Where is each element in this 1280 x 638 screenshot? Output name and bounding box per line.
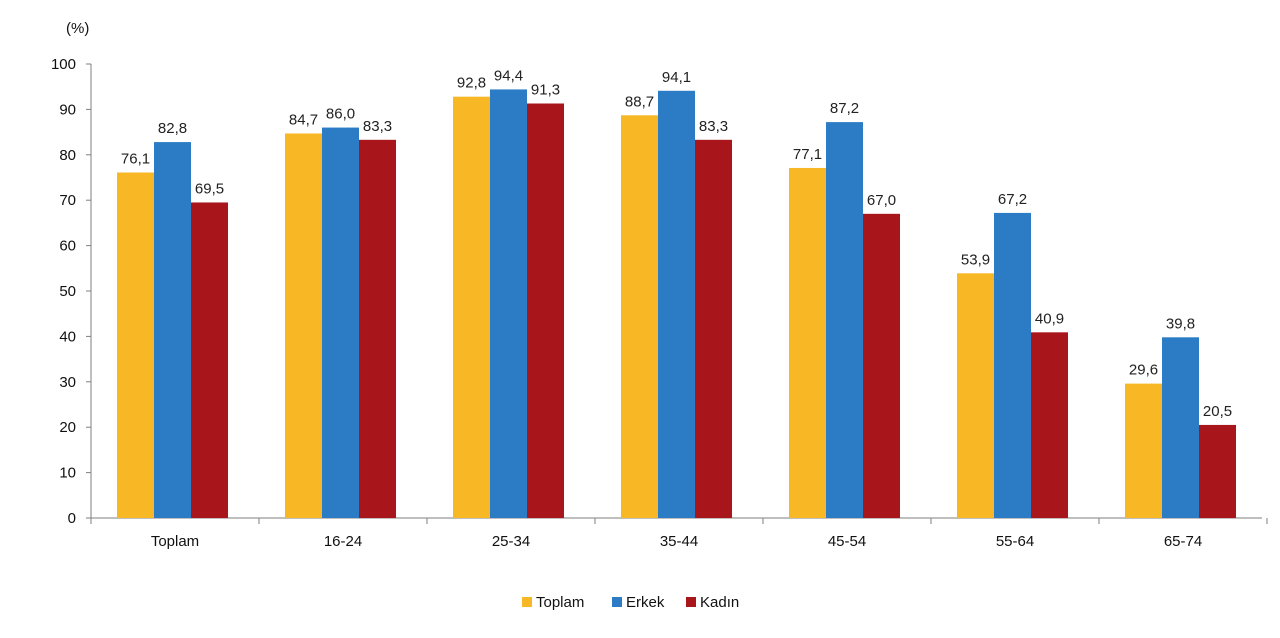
y-tick-label: 70 xyxy=(59,192,76,209)
data-label: 91,3 xyxy=(531,81,560,98)
y-tick-label: 90 xyxy=(59,101,76,118)
bar-kad-n-25-34 xyxy=(527,103,564,519)
data-label: 53,9 xyxy=(961,251,990,268)
bar-toplam-45-54 xyxy=(789,167,826,518)
bar-toplam-65-74 xyxy=(1125,383,1162,518)
bar-kad-n-45-54 xyxy=(863,213,900,518)
data-label: 39,8 xyxy=(1166,315,1195,332)
data-label: 88,7 xyxy=(625,93,654,110)
category-label: 45-54 xyxy=(828,533,866,550)
data-label: 20,5 xyxy=(1203,403,1232,420)
bar-erkek-toplam xyxy=(154,142,191,518)
legend-swatch xyxy=(612,597,622,607)
bar-toplam-toplam xyxy=(117,172,154,519)
bar-toplam-35-44 xyxy=(621,115,658,518)
y-tick-label: 60 xyxy=(59,238,76,255)
data-label: 67,0 xyxy=(867,192,896,209)
data-label: 92,8 xyxy=(457,75,486,92)
y-tick-label: 10 xyxy=(59,465,76,482)
legend-swatch xyxy=(686,597,696,607)
bar-toplam-25-34 xyxy=(453,96,490,519)
category-label: 16-24 xyxy=(324,533,362,550)
legend-label: Erkek xyxy=(626,594,665,611)
bar-kad-n-16-24 xyxy=(359,139,396,518)
data-label: 84,7 xyxy=(289,111,318,128)
y-tick-label: 20 xyxy=(59,419,76,436)
data-label: 94,1 xyxy=(662,69,691,86)
bar-erkek-55-64 xyxy=(994,212,1031,519)
bar-kad-n-35-44 xyxy=(695,139,732,518)
data-label: 83,3 xyxy=(363,118,392,135)
category-label: 65-74 xyxy=(1164,533,1202,550)
bar-erkek-25-34 xyxy=(490,89,527,518)
y-axis: 0 10 20 30 40 50 60 70 80 90 100 xyxy=(51,56,92,527)
bar-erkek-45-54 xyxy=(826,122,863,518)
bar-erkek-16-24 xyxy=(322,127,359,518)
bar-toplam-16-24 xyxy=(285,133,322,518)
bar-toplam-55-64 xyxy=(957,273,994,518)
data-label: 76,1 xyxy=(121,151,150,168)
data-label: 29,6 xyxy=(1129,362,1158,379)
bar-erkek-35-44 xyxy=(658,90,695,518)
data-label: 87,2 xyxy=(830,100,859,117)
bar-kad-n-toplam xyxy=(191,202,228,518)
y-tick-label: 0 xyxy=(68,510,76,527)
data-label: 83,3 xyxy=(699,118,728,135)
bars xyxy=(117,89,1236,519)
data-label: 86,0 xyxy=(326,106,355,123)
y-axis-unit-label: (%) xyxy=(66,20,89,37)
data-label: 40,9 xyxy=(1035,310,1064,327)
y-tick-label: 40 xyxy=(59,328,76,345)
legend-label: Kadın xyxy=(700,594,739,611)
y-tick-label: 50 xyxy=(59,283,76,300)
category-label: Toplam xyxy=(151,533,199,550)
data-label: 67,2 xyxy=(998,191,1027,208)
legend-swatch xyxy=(522,597,532,607)
category-label: 55-64 xyxy=(996,533,1034,550)
legend-label: Toplam xyxy=(536,594,584,611)
bar-kad-n-55-64 xyxy=(1031,332,1068,518)
data-label: 69,5 xyxy=(195,180,224,197)
category-label: 25-34 xyxy=(492,533,530,550)
data-labels: 76,1 82,8 69,5 84,7 86,0 83,3 92,8 94,4 91,3 88,7… xyxy=(121,67,1232,420)
bar-erkek-65-74 xyxy=(1162,337,1199,518)
data-label: 77,1 xyxy=(793,146,822,163)
data-label: 94,4 xyxy=(494,67,523,84)
y-tick-label: 80 xyxy=(59,147,76,164)
legend: Toplam Erkek Kadın xyxy=(522,594,739,611)
category-label: 35-44 xyxy=(660,533,698,550)
y-tick-label: 100 xyxy=(51,56,76,73)
x-axis: Toplam 16-24 25-34 35-44 45-54 55-64 65-74 xyxy=(90,517,1268,550)
y-tick-label: 30 xyxy=(59,374,76,391)
data-label: 82,8 xyxy=(158,120,187,137)
bar-kad-n-65-74 xyxy=(1199,424,1236,518)
